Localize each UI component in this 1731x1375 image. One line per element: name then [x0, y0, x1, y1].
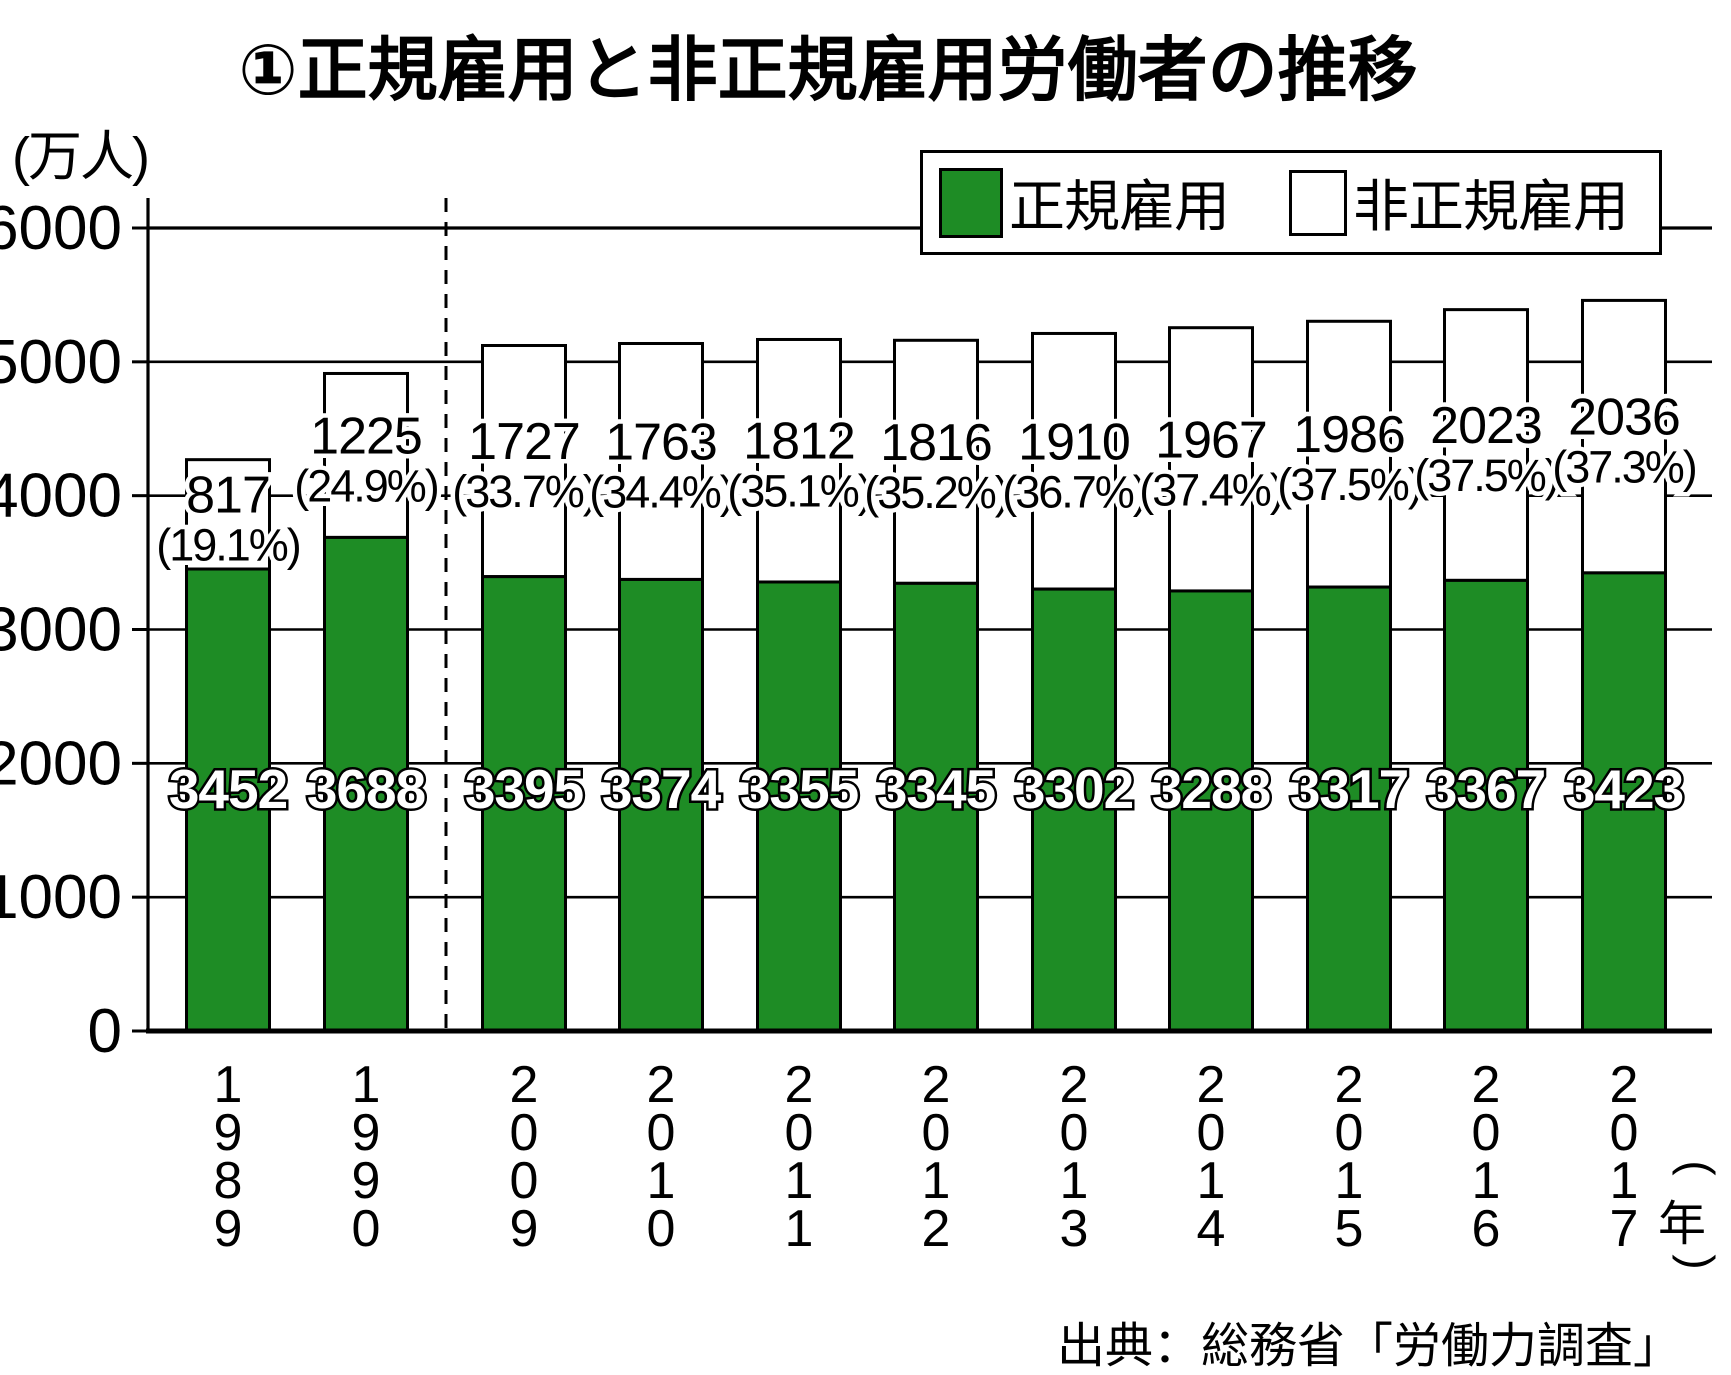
- bar-nonregular-2012: [893, 338, 979, 585]
- nonregular-percent-label-2015: (37.5%): [1277, 459, 1421, 510]
- bar-nonregular-2013: [1031, 331, 1117, 591]
- bar-nonregular-2017: [1581, 298, 1667, 575]
- regular-value-label-2011: 3355: [740, 758, 859, 820]
- bar-regular-2009: [481, 575, 567, 1033]
- y-tick-label-5000: 5000: [0, 328, 122, 397]
- bar-nonregular-1990: [323, 371, 409, 539]
- legend-swatch-nonregular: [1289, 169, 1347, 236]
- y-tick-label-0: 0: [88, 997, 122, 1066]
- legend-label-regular: 正規雇用: [1009, 175, 1230, 238]
- nonregular-percent-label-2011: (35.1%): [727, 466, 871, 517]
- nonregular-value-label-2012: 1816: [880, 414, 992, 472]
- nonregular-percent-label-2014: (37.4%): [1139, 464, 1283, 515]
- regular-value-label-2014: 3288: [1152, 758, 1270, 820]
- nonregular-value-label-2016: 2023: [1430, 397, 1542, 455]
- bar-regular-2013: [1031, 587, 1117, 1033]
- regular-value-label-2013: 3302: [1015, 758, 1133, 820]
- bar-regular-2015: [1306, 585, 1392, 1033]
- nonregular-value-label-2013: 1910: [1018, 413, 1130, 471]
- regular-value-label-1990: 3688: [307, 758, 425, 820]
- regular-value-label-1989: 3452: [169, 758, 287, 820]
- bar-regular-2010: [618, 577, 704, 1033]
- x-axis-unit-open-paren: (: [1672, 1160, 1724, 1176]
- bar-nonregular-2015: [1306, 319, 1392, 589]
- regular-value-label-2009: 3395: [465, 758, 584, 820]
- y-tick-label-6000: 6000: [0, 194, 122, 263]
- nonregular-percent-label-2010: (34.4%): [589, 466, 733, 517]
- bar-regular-2016: [1443, 578, 1529, 1033]
- nonregular-value-label-2010: 1763: [605, 413, 717, 471]
- nonregular-percent-label-2013: (36.7%): [1002, 466, 1146, 517]
- nonregular-value-label-2017: 2036: [1568, 389, 1680, 447]
- nonregular-percent-label-2017: (37.3%): [1552, 442, 1696, 493]
- nonregular-percent-label-2009: (33.7%): [452, 466, 596, 517]
- bar-regular-1989: [185, 567, 271, 1033]
- regular-value-label-2012: 3345: [877, 758, 996, 820]
- y-axis-unit-label: (万人): [12, 127, 150, 187]
- chart-title: ①正規雇用と非正規雇用労働者の推移: [238, 31, 1418, 109]
- regular-value-label-2017: 3423: [1565, 758, 1683, 820]
- legend-label-nonregular: 非正規雇用: [1353, 175, 1629, 238]
- bar-regular-2017: [1581, 571, 1667, 1033]
- nonregular-value-label-2009: 1727: [468, 413, 580, 471]
- nonregular-percent-label-2012: (35.2%): [864, 467, 1008, 518]
- legend: 正規雇用 非正規雇用: [920, 150, 1662, 255]
- legend-swatch-regular: [939, 167, 1003, 238]
- regular-value-label-2016: 3367: [1427, 758, 1545, 820]
- y-tick-label-4000: 4000: [0, 462, 122, 531]
- regular-value-label-2010: 3374: [602, 758, 722, 820]
- nonregular-value-label-2011: 1812: [743, 413, 855, 471]
- y-tick-label-3000: 3000: [0, 596, 122, 665]
- x-axis-unit-close-paren: ): [1672, 1254, 1724, 1269]
- bar-nonregular-2010: [618, 341, 704, 581]
- source-note: 出典：総務省「労働力調査」: [1056, 1320, 1681, 1373]
- bar-nonregular-2009: [481, 344, 567, 579]
- nonregular-value-label-1989: 817: [186, 466, 270, 524]
- nonregular-value-label-2014: 1967: [1155, 411, 1267, 469]
- x-axis-unit-label: 年: [1658, 1198, 1706, 1251]
- bar-regular-2012: [893, 581, 979, 1033]
- nonregular-percent-label-1989: (19.1%): [156, 519, 300, 570]
- regular-value-label-2015: 3317: [1290, 758, 1408, 820]
- nonregular-value-label-1990: 1225: [310, 407, 422, 465]
- nonregular-value-label-2015: 1986: [1293, 406, 1405, 464]
- y-tick-label-1000: 1000: [0, 863, 122, 932]
- nonregular-percent-label-1990: (24.9%): [294, 460, 438, 511]
- bar-nonregular-2014: [1168, 326, 1254, 593]
- y-tick-label-2000: 2000: [0, 729, 122, 798]
- nonregular-percent-label-2016: (37.5%): [1414, 450, 1558, 501]
